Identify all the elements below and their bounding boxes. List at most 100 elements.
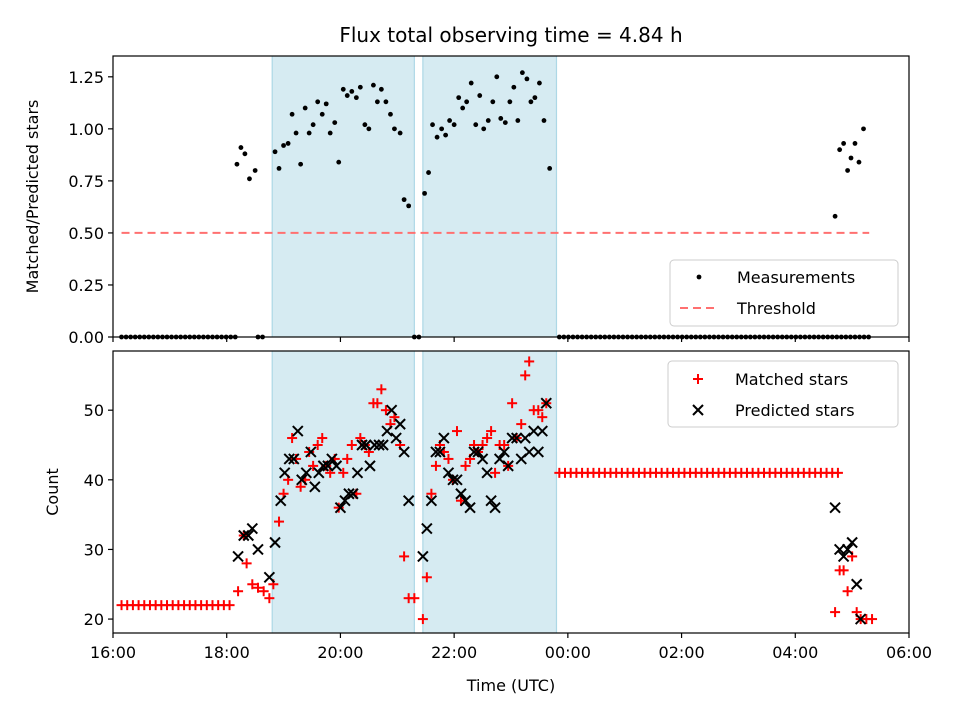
matched-star-marker (399, 551, 410, 562)
measurement-point (447, 118, 452, 123)
legend-label-predicted: Predicted stars (735, 401, 855, 420)
cross-b (459, 494, 472, 507)
measurement-point (344, 93, 350, 98)
predicted-star-marker (502, 460, 514, 472)
matched-star-marker (426, 488, 437, 499)
predicted-star-marker (421, 522, 433, 535)
measurement-point (401, 197, 407, 203)
cross-b (532, 446, 544, 458)
measurement-point (327, 130, 333, 136)
predicted-star-marker (356, 439, 368, 451)
matched-star-marker (830, 607, 841, 618)
legend-frame (669, 259, 899, 327)
cross-b (523, 446, 535, 458)
predicted-star-marker (232, 550, 244, 563)
matched-star-marker (224, 600, 235, 611)
legend-label-matched: Matched stars (735, 370, 848, 389)
chart-title: Flux total observing time = 4.84 h (339, 23, 682, 47)
matched-star-marker (460, 460, 471, 471)
cross-b (476, 453, 489, 465)
cross-b (528, 425, 540, 437)
predicted-star-marker (317, 460, 330, 472)
predicted-star-marker (238, 529, 250, 542)
measurement-point (468, 80, 474, 86)
measurement-point (852, 141, 858, 146)
top-legend: Measurements Threshold (669, 259, 899, 327)
y-tick-label: 0.00 (68, 328, 104, 347)
measurement-point (371, 82, 376, 88)
cross-b (438, 432, 450, 444)
cross-b (485, 494, 497, 507)
cross-b (356, 439, 368, 451)
measurement-point (519, 70, 525, 76)
measurement-point (430, 122, 435, 128)
measurement-point (306, 130, 312, 136)
matched-star-marker (287, 433, 298, 444)
predicted-star-marker (481, 467, 493, 479)
predicted-star-marker (532, 446, 544, 458)
measurement-point (276, 166, 282, 171)
measurement-point (439, 126, 445, 132)
cross-b (373, 439, 385, 451)
measurement-point (336, 159, 342, 165)
bottom-count-points (116, 356, 878, 625)
x-tick-label: 06:00 (886, 643, 932, 662)
cross-b (481, 467, 493, 479)
matched-star-marker (838, 565, 849, 576)
predicted-star-marker (288, 453, 300, 465)
measurement-point (541, 118, 547, 123)
measurement-point (234, 161, 240, 167)
measurement-point (848, 155, 854, 161)
shaded-region-2 (422, 56, 557, 337)
measurement-point (464, 99, 470, 105)
cross-b (300, 467, 313, 479)
measurement-point (374, 99, 380, 105)
measurement-point (460, 105, 466, 111)
predicted-star-marker (829, 501, 841, 514)
top-shaded-regions (271, 56, 558, 337)
measurement-point (252, 168, 258, 173)
matched-star-marker (533, 405, 544, 416)
cross-b (447, 474, 459, 486)
predicted-star-marker (322, 460, 334, 472)
predicted-star-marker (438, 432, 450, 444)
axes-frame (112, 350, 910, 634)
legend-label-measurements: Measurements (737, 268, 855, 287)
shaded-region-1 (272, 351, 415, 633)
shaded-region-1 (272, 56, 415, 337)
measurement-point (302, 105, 308, 111)
predicted-star-marker (283, 453, 295, 465)
cross-b (275, 494, 287, 507)
measurement-point (319, 111, 325, 117)
matched-star-marker (499, 440, 510, 450)
measurement-point (349, 88, 355, 94)
x-tick-label: 18:00 (204, 643, 250, 662)
bottom-y-axis-label: Count (43, 468, 62, 516)
measurement-point (362, 122, 368, 128)
predicted-star-marker (347, 488, 359, 500)
matched-star-marker (258, 586, 269, 597)
predicted-star-marker (417, 550, 429, 563)
cross-b (394, 418, 406, 430)
measurement-point (537, 80, 542, 86)
predicted-star-marker (459, 494, 472, 507)
predicted-star-marker (447, 474, 459, 486)
measurement-point (406, 203, 412, 209)
x-tick-label: 22:00 (431, 643, 477, 662)
predicted-star-marker (269, 536, 281, 549)
matched-star-marker (295, 481, 306, 492)
measurement-point (507, 99, 513, 105)
cross-b (322, 460, 334, 472)
measurement-point (238, 145, 244, 150)
measurement-point (426, 170, 431, 175)
measurement-point (443, 132, 449, 138)
cross-b (292, 425, 304, 437)
matched-star-marker (372, 398, 383, 409)
cross-b (837, 550, 850, 563)
predicted-star-marker (398, 446, 410, 458)
measurement-point (422, 190, 427, 196)
cross-b (846, 536, 858, 549)
measurement-point (247, 176, 252, 182)
y-tick-label: 40 (84, 471, 104, 490)
matched-star-marker (842, 586, 853, 597)
